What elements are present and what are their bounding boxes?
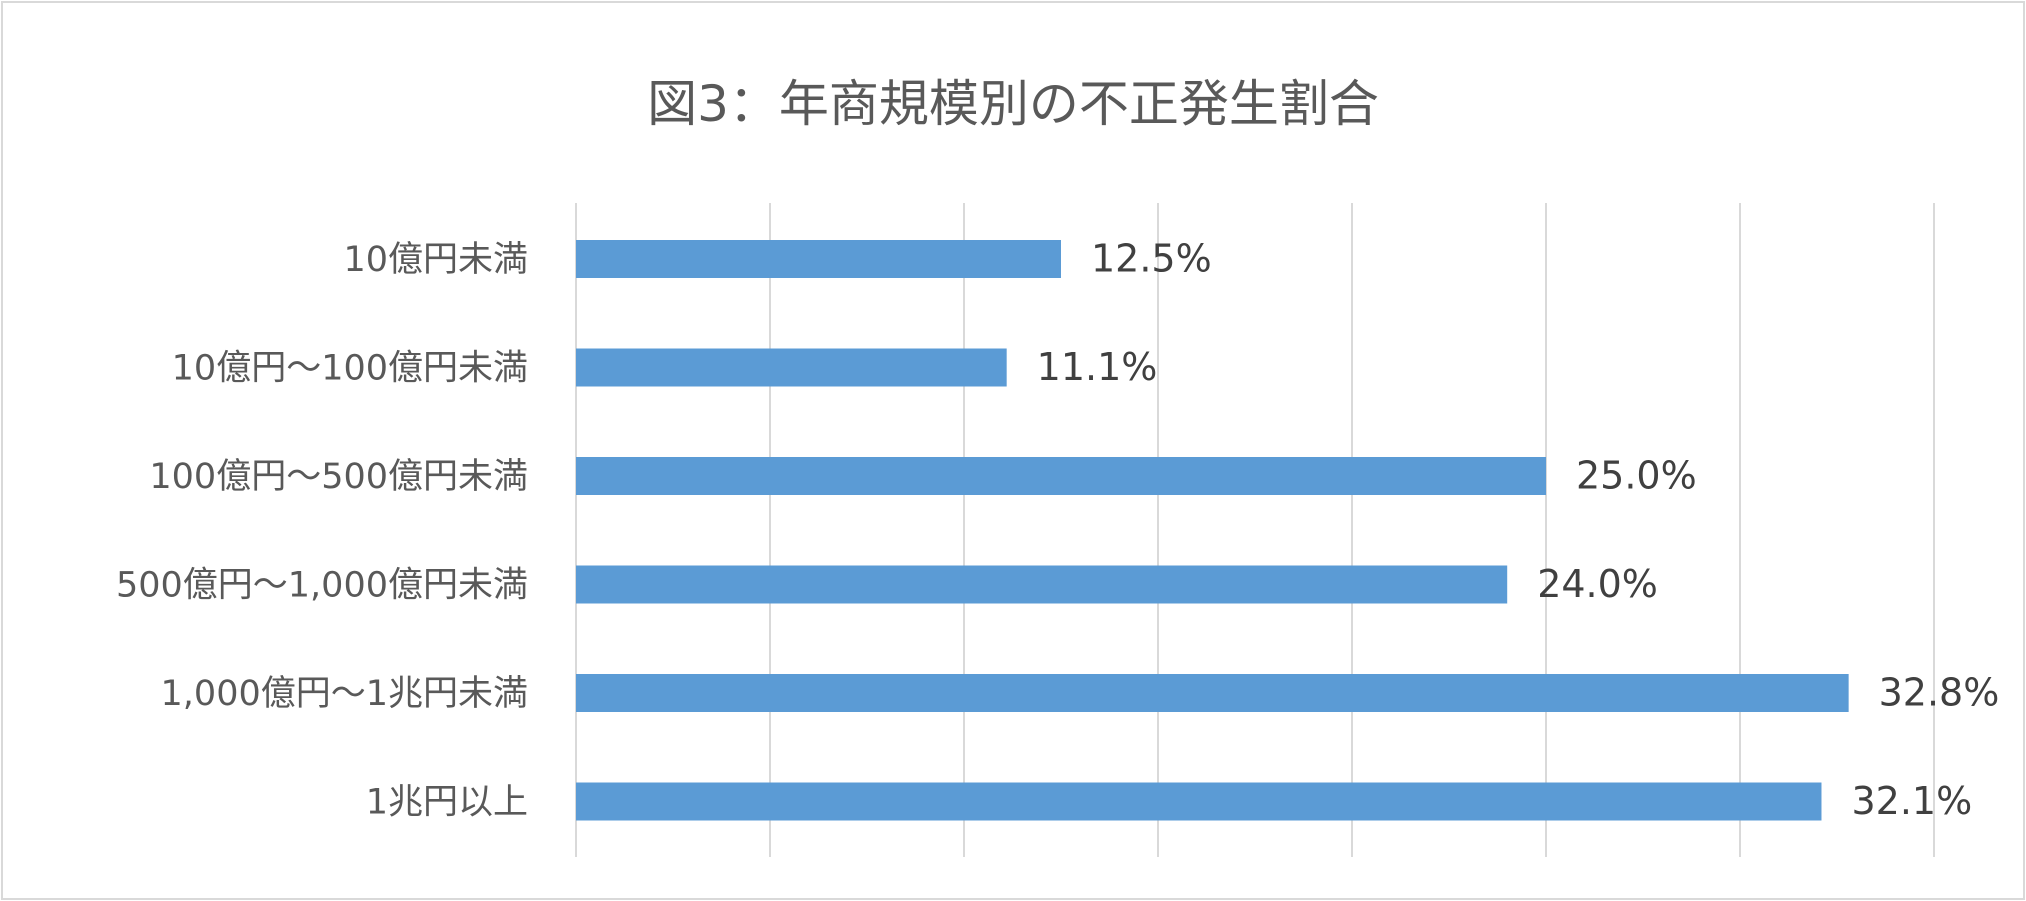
category-labels: 10億円未満 10億円～100億円未満 100億円～500億円未満 500億円～1,0… (116, 240, 528, 823)
data-label: 12.5% (1091, 237, 1212, 281)
category-label: 1兆円以上 (366, 783, 528, 823)
gridlines (575, 203, 1935, 857)
category-label: 500億円～1,000億円未満 (116, 566, 528, 606)
bar (576, 457, 1546, 495)
bar (576, 348, 1007, 387)
data-label: 11.1% (1037, 345, 1158, 389)
bars (576, 240, 1849, 821)
bar (576, 782, 1822, 821)
category-label: 100億円～500億円未満 (149, 457, 528, 497)
data-label: 32.1% (1851, 779, 1972, 823)
category-label: 10億円～100億円未満 (172, 349, 528, 389)
bar (576, 565, 1508, 604)
bar (576, 674, 1849, 712)
bar (576, 240, 1061, 278)
data-label: 25.0% (1576, 454, 1697, 498)
chart-title: 図3：年商規模別の不正発生割合 (647, 75, 1379, 133)
category-label: 1,000億円～1兆円未満 (161, 674, 528, 714)
data-label: 32.8% (1879, 671, 2000, 715)
data-label: 24.0% (1537, 562, 1658, 606)
category-label: 10億円未満 (343, 240, 528, 280)
data-labels: 12.5% 11.1% 25.0% 24.0% 32.8% 32.1% (1037, 237, 2000, 824)
